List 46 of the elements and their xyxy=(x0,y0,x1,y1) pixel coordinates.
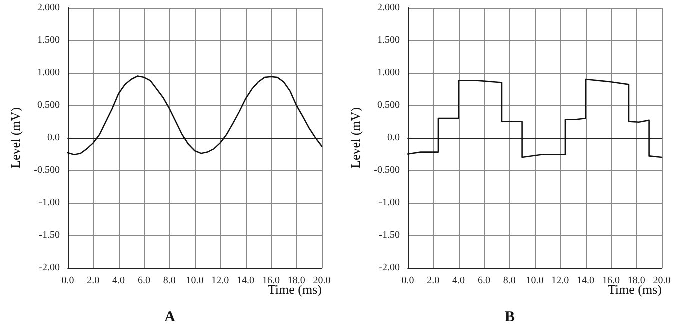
y-tick-label: 1.500 xyxy=(38,35,60,46)
x-tick-label: 8.0 xyxy=(503,276,516,286)
x-tick-label: 6.0 xyxy=(138,276,150,286)
y-tick-label: 2.000 xyxy=(378,2,400,14)
x-tick-label: 0.0 xyxy=(402,276,414,286)
x-tick-label: 10.0 xyxy=(186,276,204,286)
x-tick-label: 14.0 xyxy=(237,276,255,286)
y-tick-label: -2.00 xyxy=(39,262,60,274)
x-tick-label: 12.0 xyxy=(552,276,570,286)
y-tick-label: 0.500 xyxy=(378,100,400,111)
text: A xyxy=(164,310,176,326)
x-tick-label: 4.0 xyxy=(112,276,126,286)
line-series xyxy=(67,76,323,156)
y-tick-label: 0.500 xyxy=(38,100,60,111)
y-tick-label: 1.500 xyxy=(378,35,400,46)
y-tick-label: -1.00 xyxy=(39,198,60,208)
y-axis-title: Level (mV) xyxy=(8,107,23,169)
y-tick-label: -0.500 xyxy=(374,165,400,176)
x-tick-label: 0.0 xyxy=(62,276,74,286)
y-tick-label: -0.500 xyxy=(34,165,60,176)
x-tick-label: 10.0 xyxy=(526,276,544,286)
y-tick-label: 0.0 xyxy=(48,132,60,144)
x-tick-label: 4.0 xyxy=(452,276,466,286)
x-tick-label: 16.0 xyxy=(602,276,620,286)
text: B xyxy=(504,310,516,326)
x-tick-label: 14.0 xyxy=(577,276,595,286)
y-tick-label: -1.50 xyxy=(39,230,60,241)
x-tick-label: 18.0 xyxy=(628,276,646,286)
y-tick-label: -2.00 xyxy=(379,262,400,274)
x-tick-label: 16.0 xyxy=(262,276,280,286)
y-tick-label: 0.0 xyxy=(388,132,400,144)
y-tick-label: 2.000 xyxy=(38,2,60,14)
y-axis-title: Level (mV) xyxy=(348,107,363,169)
x-tick-label: 2.0 xyxy=(427,276,440,286)
y-tick-label: -1.00 xyxy=(379,198,400,208)
y-tick-label: 1.000 xyxy=(38,68,60,78)
x-tick-label: 6.0 xyxy=(478,276,490,286)
y-tick-label: 1.000 xyxy=(378,68,400,78)
x-tick-label: 2.0 xyxy=(87,276,100,286)
line-series xyxy=(407,78,663,158)
x-tick-label: 8.0 xyxy=(163,276,176,286)
y-tick-label: -1.50 xyxy=(379,230,400,241)
x-tick-label: 18.0 xyxy=(288,276,306,286)
x-tick-label: 20.0 xyxy=(313,276,331,286)
x-tick-label: 20.0 xyxy=(653,276,671,286)
x-tick-label: 12.0 xyxy=(212,276,230,286)
